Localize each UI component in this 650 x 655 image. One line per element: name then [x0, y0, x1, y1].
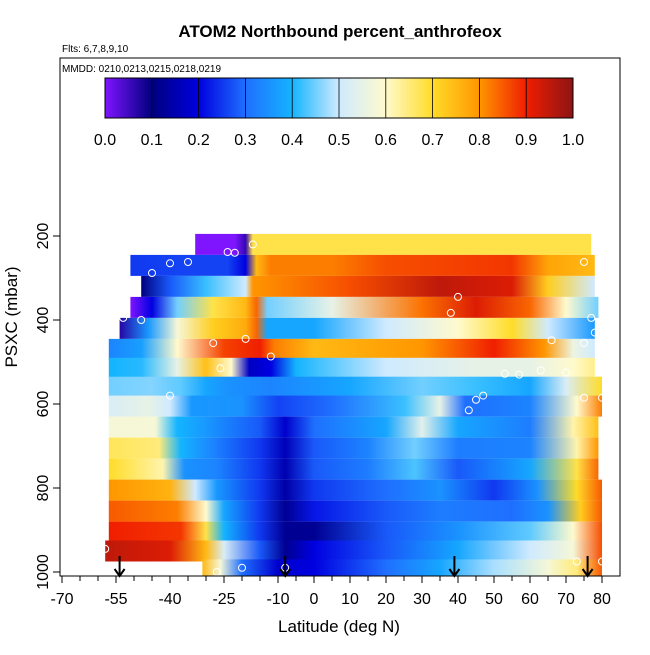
- flight-marker: [590, 328, 599, 337]
- y-tick-label: 400: [35, 307, 52, 334]
- flight-marker: [241, 334, 250, 343]
- y-axis-title: PSXC (mbar): [2, 266, 21, 367]
- chart-title: ATOM2 Northbound percent_anthrofeox: [178, 22, 502, 41]
- flight-marker: [464, 406, 473, 415]
- y-tick-label: 800: [35, 475, 52, 502]
- x-tick-label: -55: [104, 591, 127, 608]
- heatmap-band: [108, 416, 599, 438]
- flight-marker: [454, 292, 462, 301]
- flight-marker: [472, 395, 480, 404]
- colorbar-tick-label: 0.1: [141, 132, 163, 149]
- flight-marker: [104, 326, 113, 335]
- colorbar-tick-label: 0.0: [94, 132, 116, 149]
- flight-marker: [230, 248, 239, 257]
- y-axis: 200 400 600 800 1000: [35, 223, 60, 590]
- flight-marker: [238, 563, 246, 572]
- heatmap-band: [108, 500, 603, 522]
- x-tick-label: 80: [593, 591, 611, 608]
- colorbar-tick-label: 0.4: [281, 132, 303, 149]
- flight-marker: [266, 352, 275, 361]
- flight-marker: [580, 339, 588, 348]
- dates-label: MMDD: 0210,0213,0215,0218,0219: [62, 64, 221, 75]
- flight-marker: [536, 366, 545, 375]
- flight-marker: [166, 391, 174, 400]
- flight-marker: [248, 240, 257, 249]
- x-tick-label: 20: [377, 591, 395, 608]
- x-tick-label: 60: [521, 591, 539, 608]
- plot-frame: [59, 57, 621, 577]
- colorbar-tick-label: 0.7: [421, 132, 443, 149]
- flight-marker: [446, 308, 455, 317]
- flight-marker: [562, 368, 570, 377]
- heatmap-band: [108, 521, 603, 543]
- flight-marker: [148, 269, 156, 277]
- x-tick-label: 0: [310, 591, 319, 608]
- flight-marker: [119, 313, 128, 322]
- flight-marker: [587, 313, 596, 322]
- heatmap-band: [195, 233, 592, 255]
- heatmap-band: [130, 254, 595, 276]
- colorbar-ticks: 0.0 0.1 0.2 0.3 0.4 0.5 0.6 0.7 0.8 0.9 1.0: [94, 78, 584, 149]
- x-tick-label: -70: [50, 591, 73, 608]
- flight-marker: [500, 369, 509, 378]
- flight-marker: [137, 316, 146, 324]
- x-tick-label: 30: [413, 591, 431, 608]
- heatmap-bands: [105, 233, 603, 576]
- heatmap-band: [105, 540, 602, 562]
- flight-markers: [101, 240, 606, 576]
- x-tick-label: -10: [266, 591, 289, 608]
- heatmap-band: [108, 479, 603, 501]
- y-tick-label: 200: [35, 223, 52, 250]
- flights-label: Flts: 6,7,8,9,10: [62, 44, 129, 55]
- colorbar-tick-label: 0.3: [234, 132, 256, 149]
- heatmap-band: [108, 338, 595, 360]
- flight-marker: [580, 258, 588, 266]
- flight-marker: [572, 557, 581, 566]
- flight-marker: [598, 393, 606, 402]
- colorbar-tick-label: 0.5: [328, 132, 350, 149]
- x-tick-label: -25: [212, 591, 235, 608]
- heatmap-band: [108, 376, 603, 398]
- flight-marker: [580, 393, 588, 402]
- y-tick-label: 1000: [35, 554, 52, 590]
- x-tick-label: -40: [158, 591, 181, 608]
- flight-marker: [479, 391, 488, 400]
- heatmap-band: [108, 437, 599, 459]
- colorbar: 0.0 0.1 0.2 0.3 0.4 0.5 0.6 0.7 0.8 0.9 1.0: [94, 77, 584, 149]
- flight-marker: [184, 258, 192, 266]
- heatmap-band: [202, 559, 602, 576]
- x-axis-title: Latitude (deg N): [278, 617, 400, 636]
- heatmap-band: [141, 275, 595, 297]
- flight-marker: [209, 339, 218, 348]
- x-axis: -70 -55 -40 -25 -10 0 10 20 30 40 50 60 70 80: [50, 576, 611, 608]
- heatmap-band: [130, 296, 599, 318]
- colorbar-tick-label: 0.8: [468, 132, 490, 149]
- x-tick-label: 40: [449, 591, 467, 608]
- colorbar-tick-label: 0.9: [515, 132, 537, 149]
- heatmap-band: [108, 357, 595, 379]
- colorbar-tick-label: 0.6: [375, 132, 397, 149]
- x-tick-label: 50: [485, 591, 503, 608]
- x-tick-label: 10: [341, 591, 359, 608]
- colorbar-tick-label: 0.2: [187, 132, 209, 149]
- flight-marker: [598, 557, 606, 566]
- flight-marker: [547, 336, 556, 345]
- heatmap-band: [108, 458, 599, 480]
- flight-marker: [216, 364, 225, 373]
- heatmap-band: [108, 395, 603, 417]
- flight-marker: [515, 370, 524, 379]
- y-tick-label: 600: [35, 391, 52, 418]
- heatmap-band: [119, 317, 595, 339]
- colorbar-tick-label: 1.0: [562, 132, 584, 149]
- flight-marker: [166, 259, 174, 268]
- x-tick-label: 70: [557, 591, 575, 608]
- flight-marker: [101, 544, 110, 553]
